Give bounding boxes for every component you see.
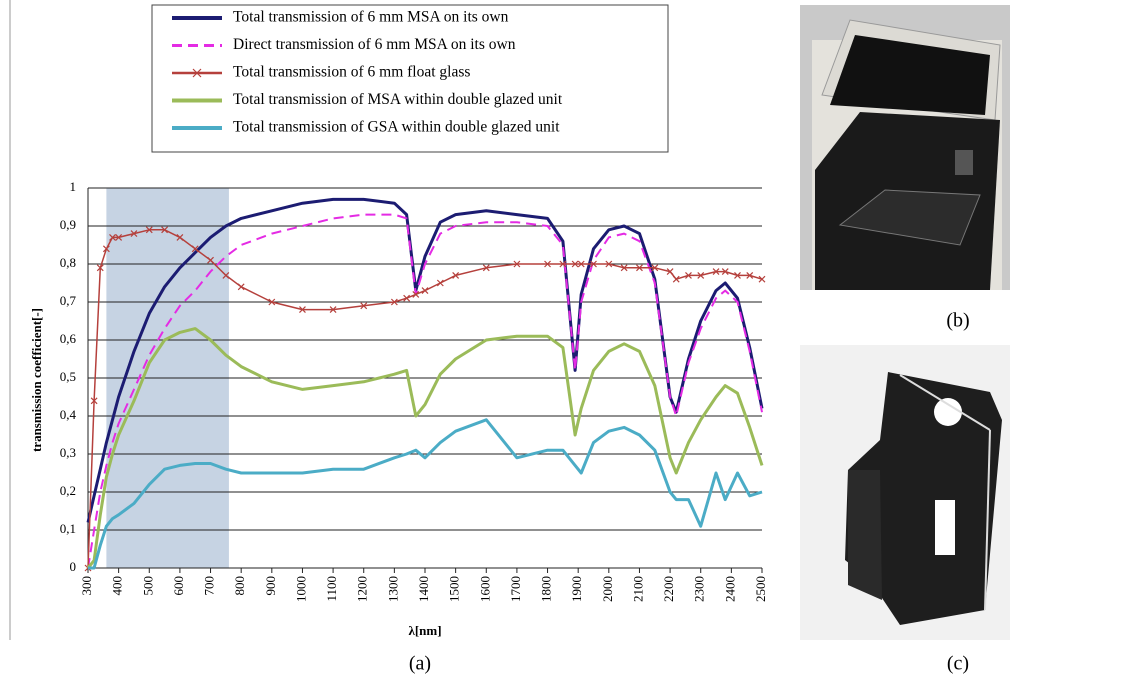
x-tick-label: 1700: [508, 576, 523, 602]
legend-label: Direct transmission of 6 mm MSA on its o…: [233, 36, 516, 53]
x-axis-label: λ[nm]: [408, 623, 441, 638]
y-tick-label: 0,9: [60, 217, 76, 232]
photo-b: [800, 5, 1010, 290]
x-tick-label: 400: [110, 576, 125, 596]
panel-label: (c): [947, 653, 969, 675]
x-tick-label: 1000: [293, 576, 308, 602]
x-tick-label: 1200: [355, 576, 370, 602]
x-tick-label: 600: [171, 576, 186, 596]
legend-label: Total transmission of MSA within double …: [233, 91, 563, 108]
x-tick-label: 2300: [692, 576, 707, 602]
y-tick-label: 0,3: [60, 445, 76, 460]
x-tick-label: 2100: [630, 576, 645, 602]
x-tick-label: 1400: [416, 576, 431, 602]
x-tick-label: 300: [79, 576, 94, 596]
x-tick-label: 1100: [324, 576, 339, 602]
x-tick-label: 2500: [753, 576, 768, 602]
panel-label: (a): [409, 653, 431, 675]
y-tick-label: 0,8: [60, 255, 76, 270]
legend-label: Total transmission of GSA within double …: [233, 119, 560, 136]
y-tick-label: 0,6: [60, 331, 77, 346]
y-tick-label: 0,5: [60, 369, 76, 384]
panel-label: (b): [946, 310, 969, 332]
x-tick-label: 2400: [722, 576, 737, 602]
y-tick-label: 0,7: [60, 293, 77, 308]
point-marker: [437, 280, 443, 286]
legend-label: Total transmission of 6 mm MSA on its ow…: [233, 9, 509, 26]
point-marker: [422, 288, 428, 294]
x-tick-label: 700: [202, 576, 217, 596]
y-tick-label: 0,4: [60, 407, 77, 422]
photo-c: [800, 345, 1010, 640]
y-tick-label: 0: [70, 559, 77, 574]
x-tick-label: 1800: [539, 576, 554, 602]
figure: 00,10,20,30,40,50,60,70,80,9130040050060…: [0, 0, 1125, 680]
x-tick-label: 2000: [600, 576, 615, 602]
x-tick-label: 500: [140, 576, 155, 596]
x-tick-label: 2200: [661, 576, 676, 602]
x-tick-label: 1300: [385, 576, 400, 602]
x-tick-label: 1600: [477, 576, 492, 602]
x-tick-label: 1900: [569, 576, 584, 602]
point-marker: [238, 284, 244, 290]
legend-label: Total transmission of 6 mm float glass: [233, 64, 470, 81]
y-tick-label: 0,2: [60, 483, 76, 498]
x-tick-label: 1500: [447, 576, 462, 602]
y-axis-label: transmission coefficient[-]: [29, 308, 44, 452]
x-tick-label: 900: [263, 576, 278, 596]
y-tick-label: 1: [70, 179, 77, 194]
x-tick-label: 800: [232, 576, 247, 596]
y-tick-label: 0,1: [60, 521, 76, 536]
